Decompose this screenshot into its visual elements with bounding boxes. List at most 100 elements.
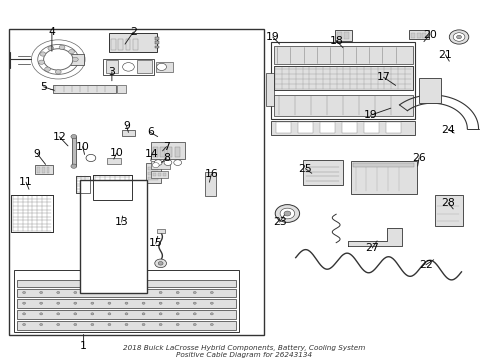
- Bar: [155, 37, 159, 40]
- Bar: [385, 122, 400, 133]
- Bar: [155, 45, 159, 48]
- Circle shape: [108, 292, 111, 293]
- Text: 11: 11: [19, 177, 33, 187]
- Text: 23: 23: [272, 217, 286, 227]
- Polygon shape: [347, 229, 401, 246]
- Text: 21: 21: [438, 50, 451, 60]
- Circle shape: [210, 302, 213, 304]
- Bar: [105, 60, 118, 73]
- Bar: [125, 40, 130, 50]
- Circle shape: [142, 302, 145, 304]
- Bar: [146, 163, 160, 183]
- Bar: [53, 85, 116, 93]
- Circle shape: [176, 313, 179, 315]
- Text: 26: 26: [411, 153, 425, 163]
- Bar: [303, 160, 342, 185]
- Bar: [276, 122, 290, 133]
- Bar: [298, 122, 312, 133]
- Bar: [111, 40, 116, 50]
- Text: 3: 3: [108, 67, 115, 77]
- Circle shape: [452, 33, 464, 41]
- Circle shape: [125, 313, 128, 315]
- Circle shape: [22, 313, 25, 315]
- Circle shape: [74, 313, 77, 315]
- Circle shape: [72, 57, 78, 62]
- Circle shape: [40, 313, 42, 315]
- Circle shape: [280, 208, 294, 219]
- Bar: [14, 270, 238, 332]
- Bar: [37, 167, 40, 172]
- Circle shape: [68, 50, 74, 54]
- Bar: [273, 66, 412, 90]
- Circle shape: [125, 292, 128, 293]
- Bar: [156, 62, 172, 72]
- Bar: [69, 54, 83, 65]
- Circle shape: [157, 63, 166, 71]
- Circle shape: [108, 313, 111, 315]
- Bar: [148, 177, 158, 180]
- Bar: [205, 171, 216, 196]
- Circle shape: [210, 324, 213, 325]
- Bar: [320, 122, 334, 133]
- Bar: [103, 59, 154, 75]
- Text: 24: 24: [441, 125, 454, 135]
- Circle shape: [48, 46, 54, 50]
- Bar: [76, 176, 90, 193]
- Circle shape: [210, 313, 213, 315]
- Circle shape: [193, 302, 196, 304]
- Circle shape: [22, 302, 25, 304]
- Bar: [160, 147, 164, 157]
- Circle shape: [114, 221, 125, 230]
- Circle shape: [158, 262, 163, 265]
- Circle shape: [57, 324, 60, 325]
- Circle shape: [55, 70, 61, 74]
- Bar: [151, 161, 170, 169]
- Circle shape: [74, 292, 77, 293]
- Bar: [416, 33, 420, 38]
- Text: 15: 15: [148, 238, 163, 248]
- Bar: [167, 147, 172, 157]
- Circle shape: [125, 302, 128, 304]
- Circle shape: [44, 67, 50, 71]
- Circle shape: [91, 324, 94, 325]
- Bar: [17, 321, 236, 329]
- Bar: [17, 310, 236, 319]
- Circle shape: [57, 292, 60, 293]
- Bar: [408, 30, 428, 40]
- Circle shape: [163, 160, 171, 166]
- Bar: [122, 130, 135, 136]
- Circle shape: [40, 324, 42, 325]
- Bar: [133, 40, 138, 50]
- Circle shape: [275, 204, 299, 222]
- Text: 5: 5: [40, 82, 47, 92]
- Circle shape: [193, 292, 196, 293]
- Bar: [41, 167, 44, 172]
- Bar: [434, 195, 462, 226]
- Bar: [421, 33, 425, 38]
- Bar: [153, 173, 156, 176]
- Text: 28: 28: [441, 198, 454, 208]
- Circle shape: [448, 30, 468, 44]
- Bar: [105, 215, 134, 235]
- Text: 1: 1: [80, 341, 87, 351]
- Text: 13: 13: [115, 217, 128, 227]
- Text: 18: 18: [328, 36, 343, 46]
- Circle shape: [108, 302, 111, 304]
- Circle shape: [122, 63, 134, 71]
- Circle shape: [173, 160, 181, 166]
- Bar: [109, 33, 157, 52]
- Text: 9: 9: [34, 149, 41, 159]
- Bar: [72, 136, 76, 166]
- Circle shape: [142, 324, 145, 325]
- Circle shape: [74, 324, 77, 325]
- Bar: [174, 147, 179, 157]
- Bar: [350, 161, 416, 194]
- Circle shape: [159, 302, 162, 304]
- Circle shape: [38, 45, 79, 75]
- Bar: [158, 173, 161, 176]
- Circle shape: [39, 60, 44, 64]
- Bar: [137, 60, 152, 73]
- Bar: [363, 122, 378, 133]
- Text: 16: 16: [204, 169, 218, 179]
- Bar: [266, 73, 273, 107]
